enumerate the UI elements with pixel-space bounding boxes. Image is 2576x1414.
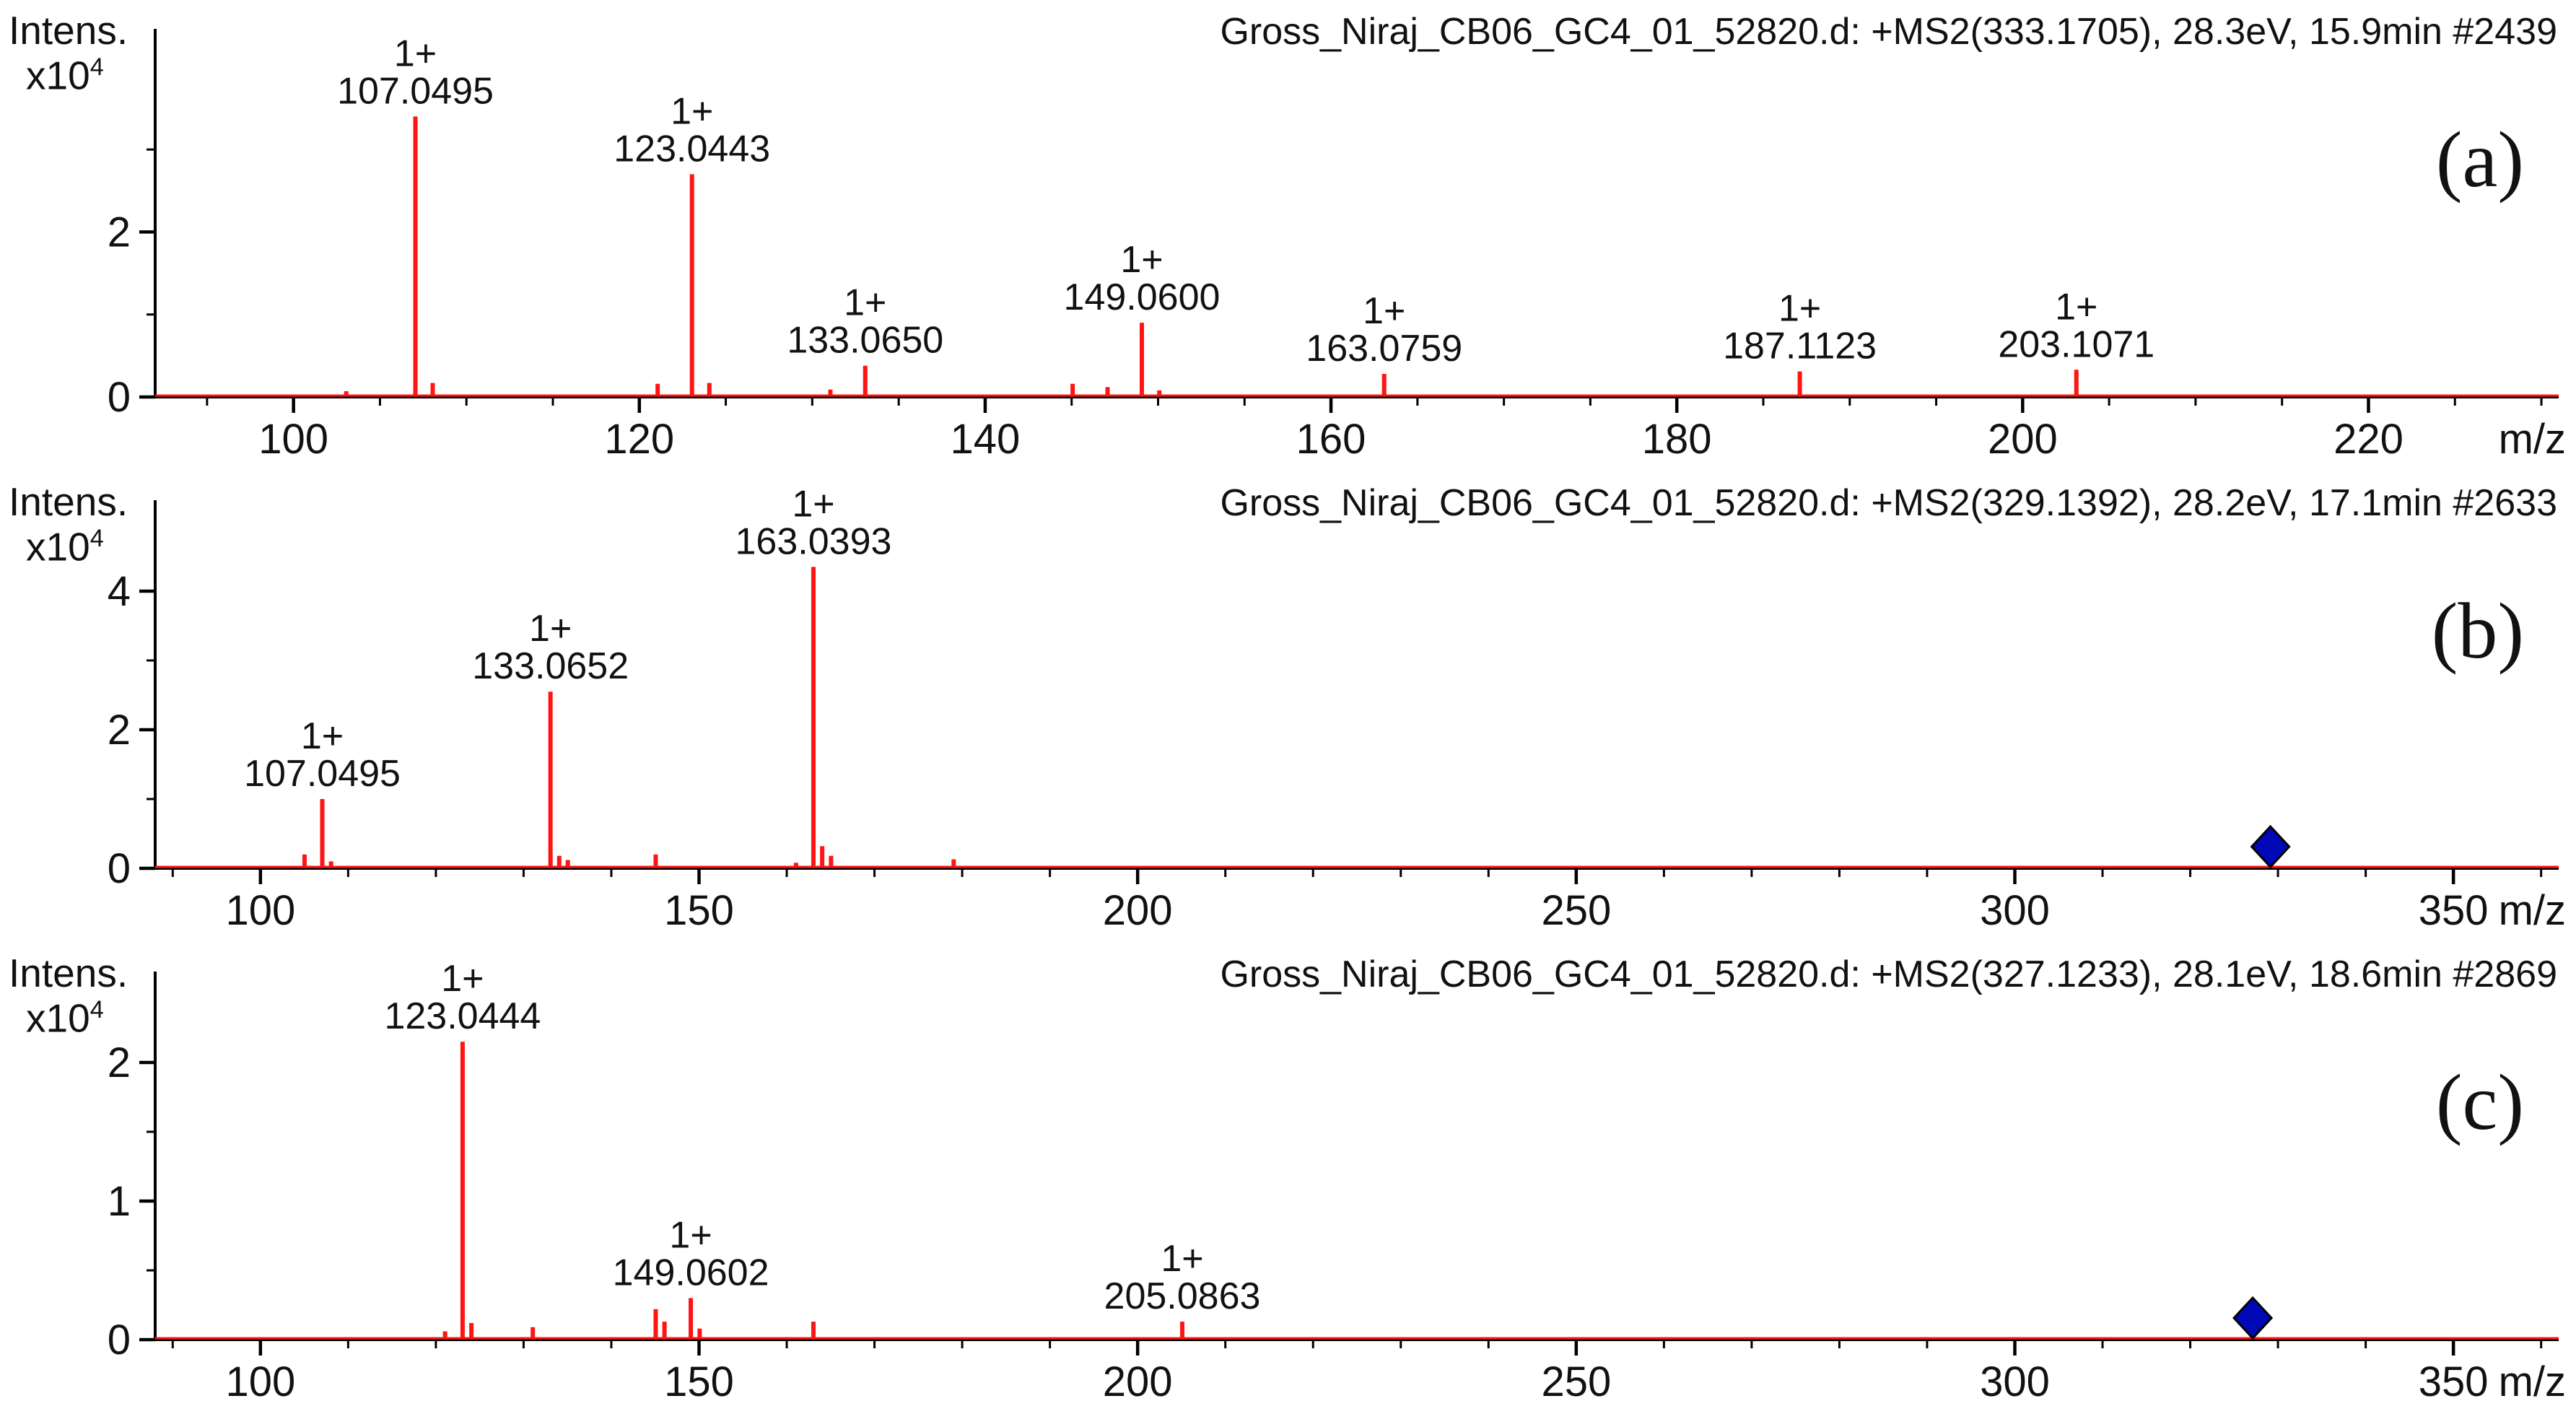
peak-mz-label: 107.0495 bbox=[337, 70, 494, 112]
intensity-scale-exponent: 4 bbox=[89, 995, 104, 1024]
peak-charge-label: 1+ bbox=[1778, 288, 1821, 330]
peak-mz-label: 163.0393 bbox=[735, 520, 892, 562]
x-tick-label: 200 bbox=[1103, 887, 1173, 934]
x-tick-label: 100 bbox=[225, 1358, 295, 1405]
peak-charge-label: 1+ bbox=[529, 608, 572, 650]
intensity-scale-base: x10 bbox=[26, 995, 90, 1040]
intensity-axis-label: Intens. bbox=[9, 951, 128, 995]
peak-charge-label: 1+ bbox=[844, 282, 886, 324]
x-tick-label: 350 bbox=[2419, 1358, 2489, 1405]
spectrum-panel-c: 100 150 200 250 300 350 0 1 2 m/z 1+ 123.0444 1+ 149.… bbox=[0, 943, 2576, 1414]
peak-charge-label: 1+ bbox=[792, 483, 834, 525]
spectrum-plot-b: 100 150 200 250 300 350024m/z1+107.04951+133.… bbox=[108, 483, 2566, 934]
peak-mz-label: 149.0600 bbox=[1064, 276, 1221, 318]
peak-charge-label: 1+ bbox=[394, 32, 437, 74]
peak-mz-label: 205.0863 bbox=[1104, 1275, 1261, 1317]
intensity-scale-label: x104 bbox=[9, 995, 128, 1041]
x-tick-label: 350 bbox=[2419, 887, 2489, 934]
peak-mz-label: 163.0759 bbox=[1306, 328, 1462, 370]
spectrum-title: Gross_Niraj_CB06_GC4_01_52820.d: +MS2(32… bbox=[1220, 953, 2557, 995]
peak-charge-label: 1+ bbox=[1363, 290, 1405, 332]
x-tick-label: 200 bbox=[1988, 416, 2058, 463]
x-tick-label: 220 bbox=[2333, 416, 2403, 463]
y-tick-label: 2 bbox=[108, 209, 131, 256]
y-tick-label: 1 bbox=[108, 1178, 131, 1225]
x-tick-label: 200 bbox=[1103, 1358, 1173, 1405]
x-tick-label: 250 bbox=[1541, 887, 1611, 934]
peak-mz-label: 149.0602 bbox=[613, 1252, 769, 1293]
peak-mz-label: 133.0652 bbox=[472, 645, 629, 687]
intensity-scale-label: x104 bbox=[9, 53, 128, 98]
x-tick-label: 120 bbox=[604, 416, 674, 463]
x-tick-label: 300 bbox=[1980, 1358, 2050, 1405]
intensity-scale-base: x10 bbox=[26, 523, 90, 569]
peak-mz-label: 107.0495 bbox=[244, 753, 401, 795]
y-tick-label: 0 bbox=[108, 374, 131, 421]
precursor-ion-marker bbox=[2250, 824, 2291, 869]
x-tick-label: 250 bbox=[1541, 1358, 1611, 1405]
peak-charge-label: 1+ bbox=[441, 958, 484, 1000]
intensity-scale-base: x10 bbox=[26, 52, 90, 97]
peak-charge-label: 1+ bbox=[1161, 1238, 1203, 1280]
x-tick-label: 100 bbox=[258, 416, 328, 463]
y-tick-label: 2 bbox=[108, 1039, 131, 1086]
panel-letter: (b) bbox=[2431, 587, 2524, 675]
spectrum-plot-c: 100 150 200 250 300 350012m/z1+123.04441+149.… bbox=[108, 958, 2566, 1405]
peak-mz-label: 123.0443 bbox=[614, 128, 770, 170]
y-tick-label: 4 bbox=[108, 568, 131, 615]
y-axis-unit-block: Intens. x104 bbox=[9, 479, 128, 569]
x-tick-label: 160 bbox=[1296, 416, 1366, 463]
peak-charge-label: 1+ bbox=[1120, 239, 1163, 281]
peak-charge-label: 1+ bbox=[671, 90, 713, 132]
peak-charge-label: 1+ bbox=[2055, 286, 2097, 328]
spectrum-panel-b: 100 150 200 250 300 350 0 2 4 m/z 1+ 107.0495 1+ 133.… bbox=[0, 471, 2576, 943]
y-axis-unit-block: Intens. x104 bbox=[9, 951, 128, 1041]
precursor-ion-marker bbox=[2232, 1296, 2274, 1340]
peak-mz-label: 133.0650 bbox=[787, 320, 943, 362]
panel-letter: (a) bbox=[2435, 115, 2524, 204]
spectrum-title: Gross_Niraj_CB06_GC4_01_52820.d: +MS2(33… bbox=[1220, 11, 2557, 53]
x-tick-label: 140 bbox=[951, 416, 1021, 463]
intensity-scale-exponent: 4 bbox=[89, 53, 104, 81]
y-tick-label: 2 bbox=[108, 707, 131, 754]
panel-letter: (c) bbox=[2435, 1058, 2524, 1146]
peak-charge-label: 1+ bbox=[669, 1214, 712, 1256]
x-tick-label: 150 bbox=[664, 887, 734, 934]
intensity-axis-label: Intens. bbox=[9, 479, 128, 524]
spectrum-panel-a: 100 120 140 160 180 200 220 0 2 m/z 1+ 107.0495 1+ 12… bbox=[0, 0, 2576, 471]
x-tick-label: 180 bbox=[1642, 416, 1712, 463]
y-tick-label: 0 bbox=[108, 1317, 131, 1363]
intensity-scale-label: x104 bbox=[9, 523, 128, 569]
x-axis-unit-label: m/z bbox=[2499, 416, 2566, 463]
y-tick-label: 0 bbox=[108, 845, 131, 892]
x-tick-label: 300 bbox=[1980, 887, 2050, 934]
spectrum-title: Gross_Niraj_CB06_GC4_01_52820.d: +MS2(32… bbox=[1220, 482, 2557, 524]
intensity-axis-label: Intens. bbox=[9, 8, 128, 53]
y-axis-unit-block: Intens. x104 bbox=[9, 8, 128, 98]
intensity-scale-exponent: 4 bbox=[89, 524, 104, 552]
peak-mz-label: 187.1123 bbox=[1723, 326, 1877, 367]
x-axis-unit-label: m/z bbox=[2499, 1358, 2566, 1405]
peak-mz-label: 123.0444 bbox=[384, 995, 541, 1037]
x-tick-label: 100 bbox=[225, 887, 295, 934]
x-axis-unit-label: m/z bbox=[2499, 887, 2566, 934]
x-tick-label: 150 bbox=[664, 1358, 734, 1405]
peak-mz-label: 203.1071 bbox=[1998, 323, 2154, 365]
peak-charge-label: 1+ bbox=[301, 715, 344, 757]
